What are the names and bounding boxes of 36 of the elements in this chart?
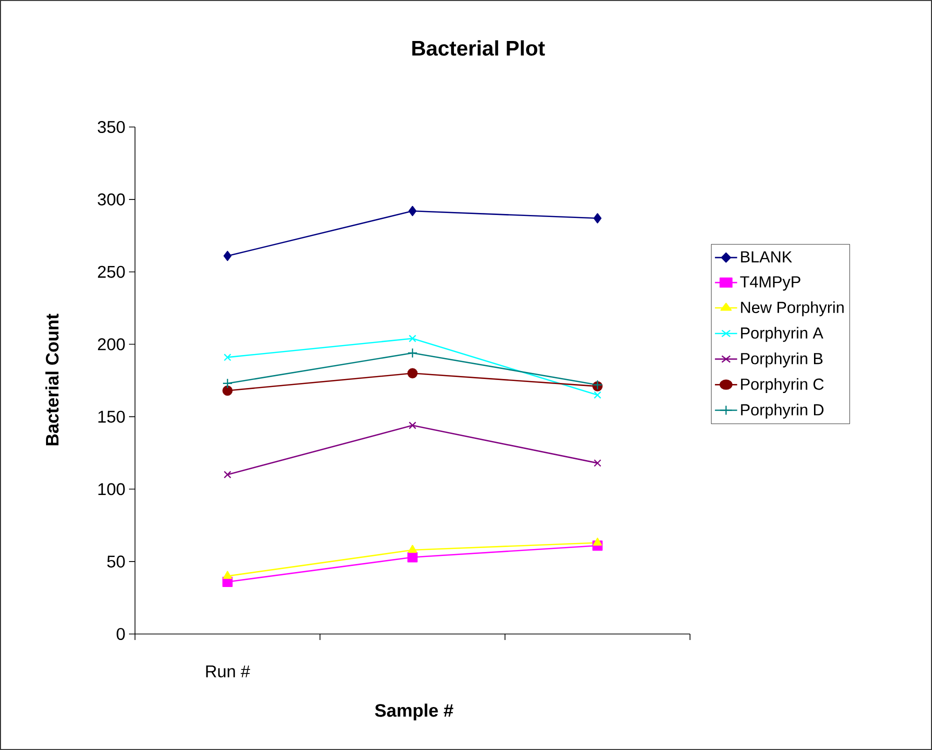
- y-tick-label: 100: [98, 483, 125, 496]
- point: [408, 206, 416, 216]
- legend-label: Porphyrin C: [741, 378, 824, 394]
- point: [408, 334, 416, 342]
- legend-label: Porphyrin A: [741, 326, 824, 342]
- y-tick-label: 350: [98, 120, 125, 134]
- legend-label: New Porphyrin: [741, 301, 844, 316]
- legend-label: Porphyrin B: [741, 352, 823, 368]
- legend-label: BLANK: [741, 251, 792, 262]
- point: [593, 538, 602, 546]
- point: [224, 354, 232, 362]
- y-tick-label: 0: [116, 628, 125, 640]
- y-axis-title: Bacterial Count: [45, 314, 59, 446]
- point: [408, 422, 416, 430]
- y-tick-label: 50: [107, 556, 125, 568]
- point: [408, 544, 417, 553]
- chart-title: Bacterial Plot: [412, 40, 545, 56]
- legend-label: T4MPyP: [740, 276, 800, 291]
- point: [407, 552, 418, 562]
- y-tick-label: 250: [98, 266, 125, 278]
- point: [594, 459, 602, 467]
- point: [407, 368, 418, 378]
- point: [223, 570, 232, 579]
- x-axis-title: Sample #: [375, 704, 454, 720]
- y-tick-label: 150: [98, 410, 125, 423]
- point: [594, 213, 602, 224]
- point: [224, 250, 232, 262]
- y-tick-label: 300: [98, 193, 125, 206]
- x-tick-label: Run #: [206, 666, 250, 678]
- point: [224, 470, 232, 478]
- point: [594, 391, 602, 399]
- point: [222, 386, 233, 396]
- point: [407, 348, 418, 358]
- legend-label: Porphyrin D: [741, 404, 824, 419]
- y-tick-label: 200: [98, 338, 125, 350]
- point: [222, 378, 233, 388]
